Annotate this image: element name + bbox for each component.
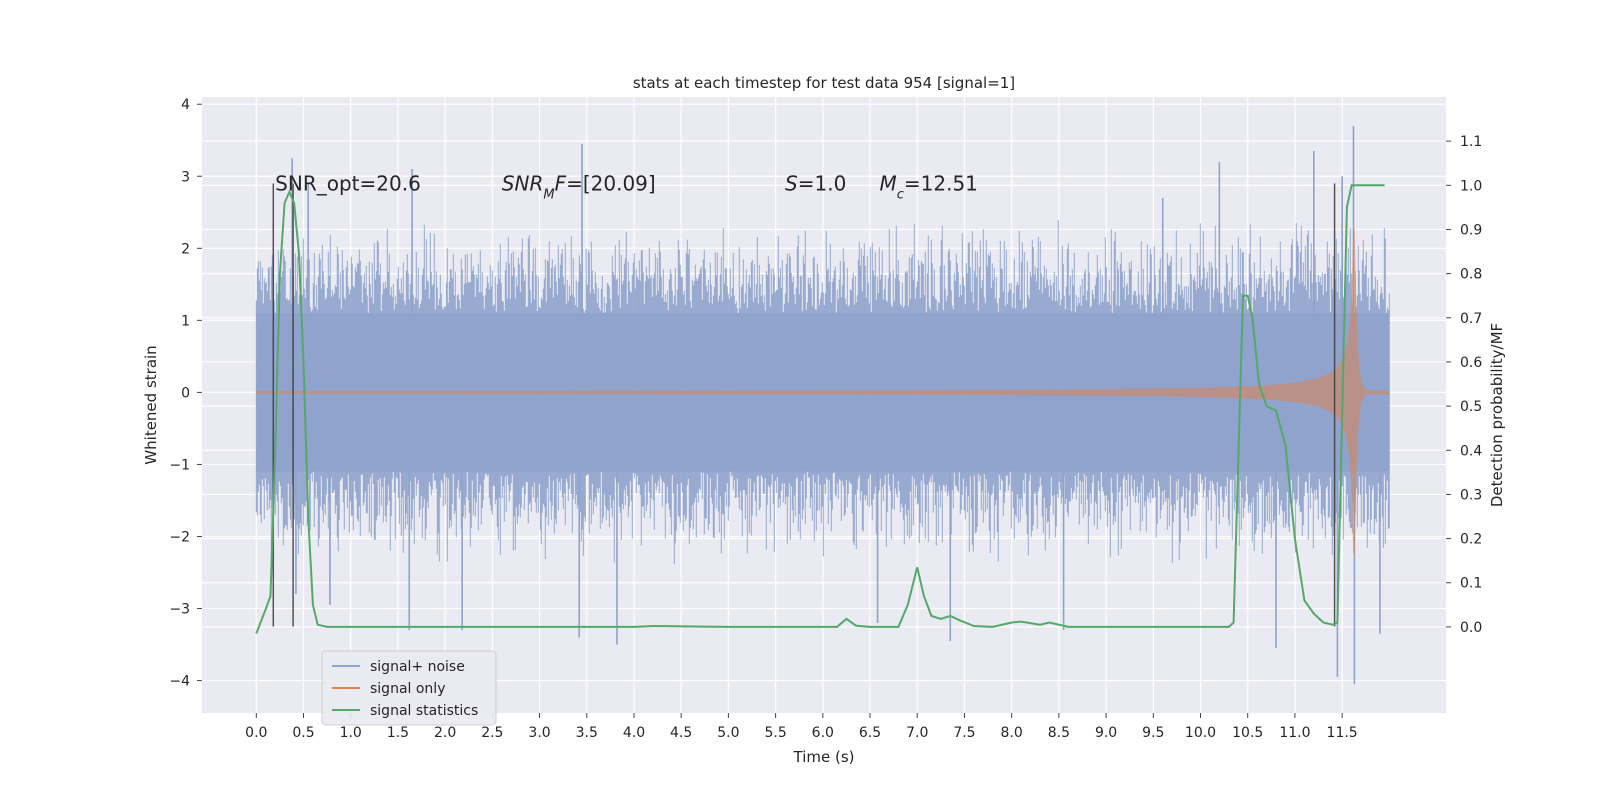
x-tick-label: 0.5 (292, 725, 314, 741)
x-tick-label: 2.5 (481, 725, 503, 741)
x-tick-label: 7.0 (906, 725, 928, 741)
x-tick-label: 9.0 (1095, 725, 1117, 741)
y2-tick-label: 0.9 (1460, 222, 1482, 238)
stats-line (255, 184, 1385, 634)
axis-ticks: 0.0 0.5 1.0 1.5 2.0 2.5 3.0 3.5 4.0 4.5 5.0 5.5 6.0 6… (169, 97, 1482, 741)
x-tick-label: 1.5 (387, 725, 409, 741)
y2-axis-label: Detection probability/MF (1488, 323, 1506, 507)
y2-tick-label: 0.2 (1460, 532, 1482, 548)
annotation: S=1.0 (785, 171, 846, 195)
x-tick-label: 9.5 (1142, 725, 1164, 741)
y2-tick-label: 0.1 (1460, 576, 1482, 592)
legend-label: signal+ noise (370, 659, 465, 675)
x-tick-label: 6.5 (859, 725, 881, 741)
y-tick-label: −4 (169, 674, 190, 690)
x-tick-label: 4.5 (670, 725, 692, 741)
chart-title: stats at each timestep for test data 954… (633, 74, 1015, 92)
y-tick-label: 3 (181, 169, 190, 185)
x-tick-label: 4.0 (623, 725, 645, 741)
legend-label: signal statistics (370, 703, 478, 719)
annotation: SNRMF=[20.09] (502, 171, 656, 202)
y2-tick-label: 0.4 (1460, 443, 1482, 459)
y-tick-label: −1 (169, 457, 190, 473)
annotation: SNR_opt=20.6 (275, 171, 421, 195)
legend: signal+ noise signal only signal statistic… (321, 650, 497, 726)
x-tick-label: 10.0 (1185, 725, 1216, 741)
marker-lines (272, 183, 1336, 627)
x-tick-label: 3.0 (528, 725, 550, 741)
y-tick-label: 2 (181, 241, 190, 257)
x-tick-label: 2.0 (434, 725, 456, 741)
x-axis-label: Time (s) (793, 748, 855, 766)
y-tick-label: 0 (181, 385, 190, 401)
legend-label: signal only (370, 681, 445, 697)
y2-tick-label: 0.8 (1460, 267, 1482, 283)
x-tick-label: 3.5 (576, 725, 598, 741)
series-signal-statistics (255, 184, 1385, 634)
chirp-envelope (255, 229, 1390, 556)
y-tick-label: 4 (181, 97, 190, 113)
y2-tick-label: 1.0 (1460, 178, 1482, 194)
x-tick-label: 1.0 (340, 725, 362, 741)
x-tick-label: 10.5 (1232, 725, 1263, 741)
y-tick-label: 1 (181, 313, 190, 329)
y2-tick-label: 0.7 (1460, 311, 1482, 327)
y2-tick-label: 0.3 (1460, 487, 1482, 503)
annotations: SNR_opt=20.6 SNRMF=[20.09] S=1.0 Mc=12.51 (275, 171, 978, 202)
x-tick-label: 11.5 (1327, 725, 1358, 741)
x-tick-label: 5.5 (764, 725, 786, 741)
y2-tick-label: 0.5 (1460, 399, 1482, 415)
annotation: Mc=12.51 (879, 171, 977, 202)
x-tick-label: 5.0 (717, 725, 739, 741)
y-tick-label: −3 (169, 602, 190, 618)
x-tick-label: 11.0 (1279, 725, 1310, 741)
x-tick-label: 6.0 (812, 725, 834, 741)
x-tick-label: 8.5 (1048, 725, 1070, 741)
legend-box (321, 650, 497, 726)
y-axis-label: Whitened strain (142, 345, 160, 464)
x-tick-label: 7.5 (953, 725, 975, 741)
y-tick-label: −2 (169, 529, 190, 545)
y2-tick-label: 0.6 (1460, 355, 1482, 371)
y2-tick-label: 1.1 (1460, 134, 1482, 150)
series-signal-only (255, 229, 1390, 556)
x-tick-label: 0.0 (245, 725, 267, 741)
x-tick-label: 8.0 (1001, 725, 1023, 741)
y2-tick-label: 0.0 (1460, 620, 1482, 636)
